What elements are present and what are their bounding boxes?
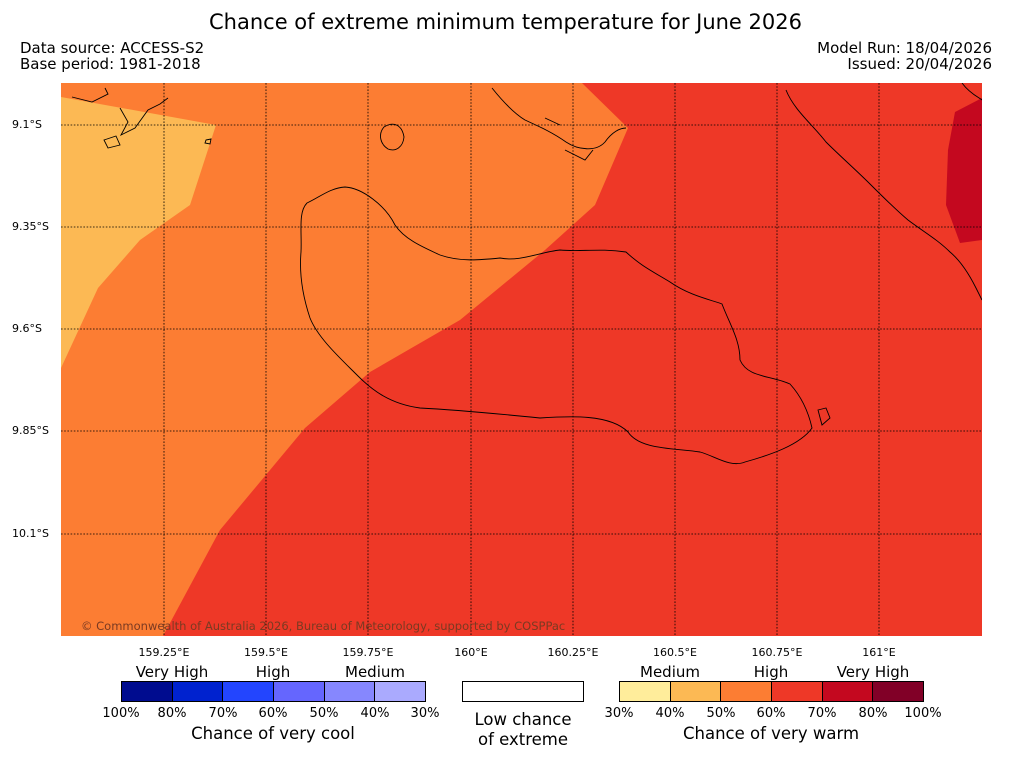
warm-category: High xyxy=(753,663,789,681)
coast-northeast xyxy=(961,83,982,101)
coast-east xyxy=(785,89,982,301)
cool-category: Very High xyxy=(135,663,209,681)
lat-label: 9.85°S xyxy=(12,424,49,437)
warm-swatch xyxy=(822,682,874,701)
meta-left: Data source: ACCESS-S2 Base period: 1981… xyxy=(20,40,204,72)
lon-label: 160.5°E xyxy=(653,646,697,659)
cool-category: Medium xyxy=(345,663,405,681)
base-period: Base period: 1981-2018 xyxy=(20,55,201,73)
lon-label: 160.25°E xyxy=(547,646,599,659)
warm-legend-title: Chance of very warm xyxy=(682,724,860,743)
low-chance-line1: Low chance xyxy=(474,710,572,729)
warm-category: Very High xyxy=(836,663,910,681)
low-chance-label: Low chance of extreme xyxy=(474,710,571,750)
copyright-notice: © Commonwealth of Australia 2026, Bureau… xyxy=(81,619,566,633)
warm-tick: 30% xyxy=(604,706,634,721)
cool-legend-title: Chance of very cool xyxy=(191,724,355,743)
low-chance-line2: of extreme xyxy=(477,730,569,749)
warm-swatch xyxy=(670,682,722,701)
cool-tick: 100% xyxy=(102,706,140,721)
cool-tick: 80% xyxy=(157,706,187,721)
graticule xyxy=(61,83,982,636)
warm-swatch xyxy=(620,682,671,701)
cool-swatch xyxy=(223,682,275,701)
data-source: Data source: ACCESS-S2 xyxy=(20,39,205,57)
cool-tick: 30% xyxy=(410,706,440,721)
lat-label: 9.35°S xyxy=(12,220,49,233)
islands-northwest xyxy=(71,87,212,149)
cool-category: High xyxy=(255,663,291,681)
low-chance-swatch xyxy=(462,681,584,702)
warm-swatch xyxy=(772,682,823,701)
cool-colorbar xyxy=(121,681,426,702)
cool-tick: 70% xyxy=(208,706,238,721)
fill-dark-zone xyxy=(946,98,982,243)
cool-tick: 60% xyxy=(258,706,288,721)
warm-tick: 80% xyxy=(858,706,888,721)
warm-tick: 60% xyxy=(756,706,786,721)
warm-colorbar xyxy=(619,681,924,702)
lon-label: 160°E xyxy=(454,646,488,659)
warm-category: Medium xyxy=(640,663,700,681)
cool-swatch xyxy=(324,682,376,701)
model-run: Model Run: 18/04/2026 xyxy=(817,39,992,57)
island-southeast-small xyxy=(817,407,831,426)
warm-tick: 50% xyxy=(706,706,736,721)
warm-tick: 70% xyxy=(807,706,837,721)
island-main xyxy=(300,186,813,464)
fill-light-zone xyxy=(61,97,216,368)
chart-title: Chance of extreme minimum temperature fo… xyxy=(209,10,802,34)
lon-label: 159.25°E xyxy=(138,646,190,659)
warm-swatch xyxy=(873,682,924,701)
lon-label: 160.75°E xyxy=(751,646,803,659)
lon-label: 161°E xyxy=(862,646,896,659)
warm-tick: 40% xyxy=(655,706,685,721)
meta-right: Model Run: 18/04/2026 Issued: 20/04/2026 xyxy=(817,40,992,72)
cool-swatch xyxy=(172,682,224,701)
cool-tick: 50% xyxy=(309,706,339,721)
cool-swatch xyxy=(274,682,325,701)
cool-tick: 40% xyxy=(360,706,390,721)
issued-date: Issued: 20/04/2026 xyxy=(847,55,992,73)
cool-swatch xyxy=(375,682,426,701)
lat-label: 9.6°S xyxy=(12,322,42,335)
coastline xyxy=(71,83,982,464)
warm-tick: 100% xyxy=(904,706,942,721)
warm-swatch xyxy=(721,682,773,701)
islands-north xyxy=(491,87,627,161)
lon-label: 159.5°E xyxy=(244,646,288,659)
lat-label: 10.1°S xyxy=(12,527,49,540)
cool-swatch xyxy=(122,682,173,701)
lon-label: 159.75°E xyxy=(342,646,394,659)
lat-label: 9.1°S xyxy=(12,118,42,131)
